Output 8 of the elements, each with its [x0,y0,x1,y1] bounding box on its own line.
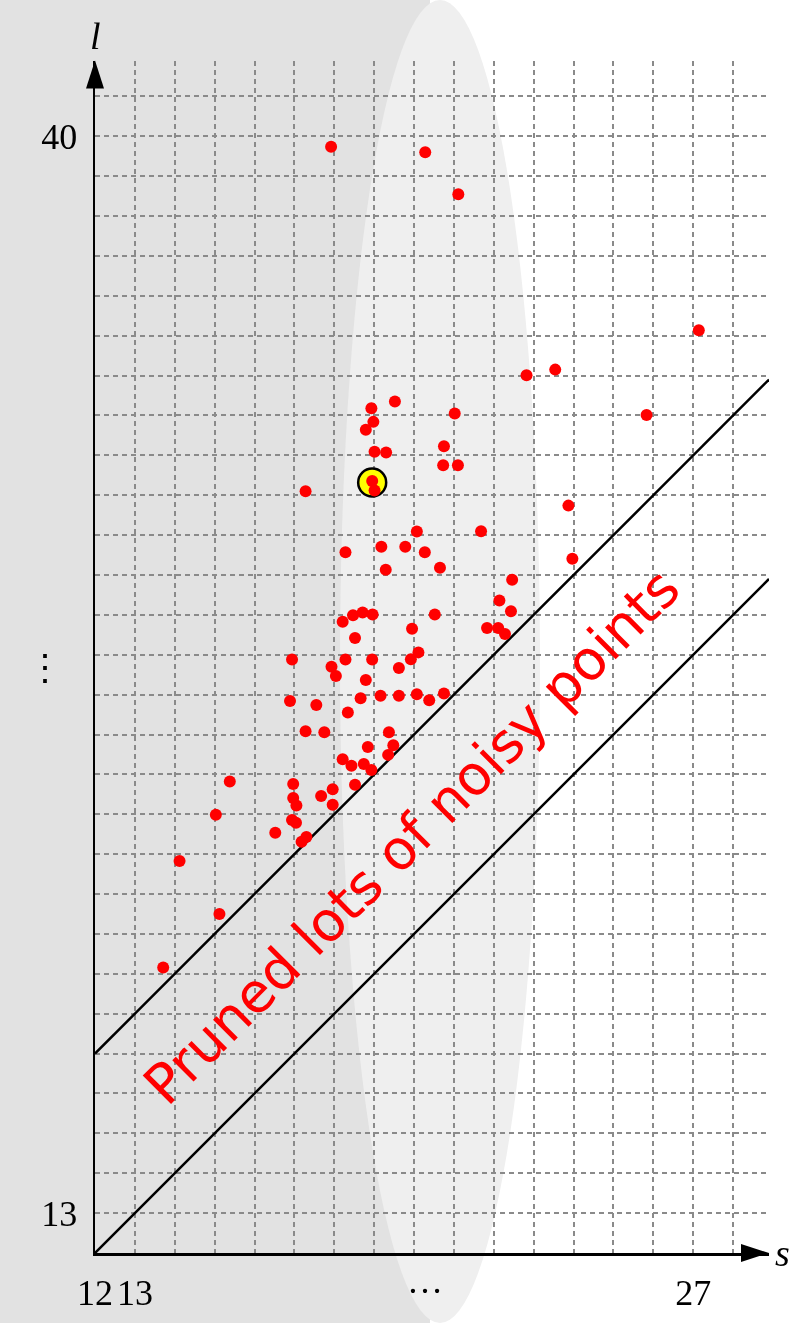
text: ⋮ [27,648,63,688]
x-axis-title: s [775,1232,790,1274]
text: … [407,1261,443,1301]
y-axis-title: l [90,15,101,57]
x-tick-label: 13 [116,1272,153,1313]
x-tick-label: 12 [77,1272,113,1313]
x-tick-label: 27 [675,1272,712,1313]
y-tick-label: 40 [41,116,78,157]
